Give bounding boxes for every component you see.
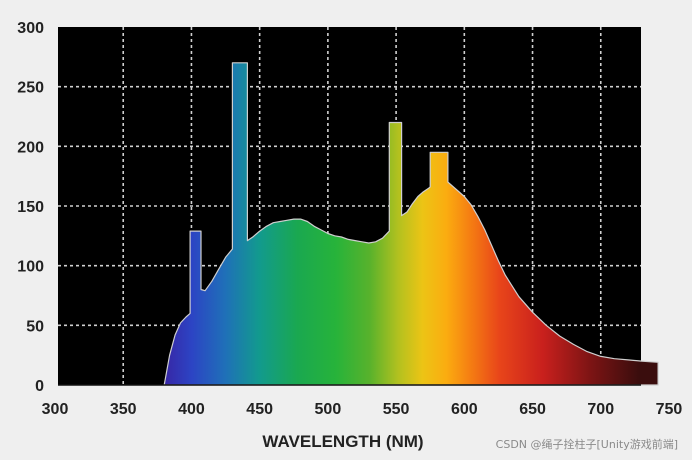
x-tick-label-300: 300 <box>42 401 69 418</box>
y-tick-label-0: 0 <box>35 378 44 395</box>
spectrum-area-0 <box>163 62 659 386</box>
y-tick-label-200: 200 <box>17 139 44 156</box>
x-tick-label-350: 350 <box>110 401 137 418</box>
y-tick-labels: 0 50 100 150 200 250 300 <box>17 20 44 395</box>
x-tick-label-400: 400 <box>178 401 205 418</box>
y-tick-label-50: 50 <box>26 318 44 335</box>
x-tick-label-500: 500 <box>315 401 342 418</box>
y-tick-label-300: 300 <box>17 20 44 37</box>
x-tick-label-700: 700 <box>587 401 614 418</box>
x-axis-title: WAVELENGTH (NM) <box>262 432 423 451</box>
x-tick-labels: 300 350 400 450 500 550 600 650 700 750 <box>42 401 683 418</box>
x-tick-label-600: 600 <box>451 401 478 418</box>
watermark-text: CSDN @绳子拴柱子[Unity游戏前端] <box>496 437 678 451</box>
x-tick-label-750: 750 <box>656 401 683 418</box>
spectrum-series <box>163 62 659 386</box>
y-tick-label-250: 250 <box>17 80 44 97</box>
x-tick-label-450: 450 <box>246 401 273 418</box>
x-tick-label-650: 650 <box>519 401 546 418</box>
grid-lines <box>58 27 641 385</box>
y-tick-label-150: 150 <box>17 199 44 216</box>
y-tick-label-100: 100 <box>17 259 44 276</box>
x-tick-label-550: 550 <box>383 401 410 418</box>
